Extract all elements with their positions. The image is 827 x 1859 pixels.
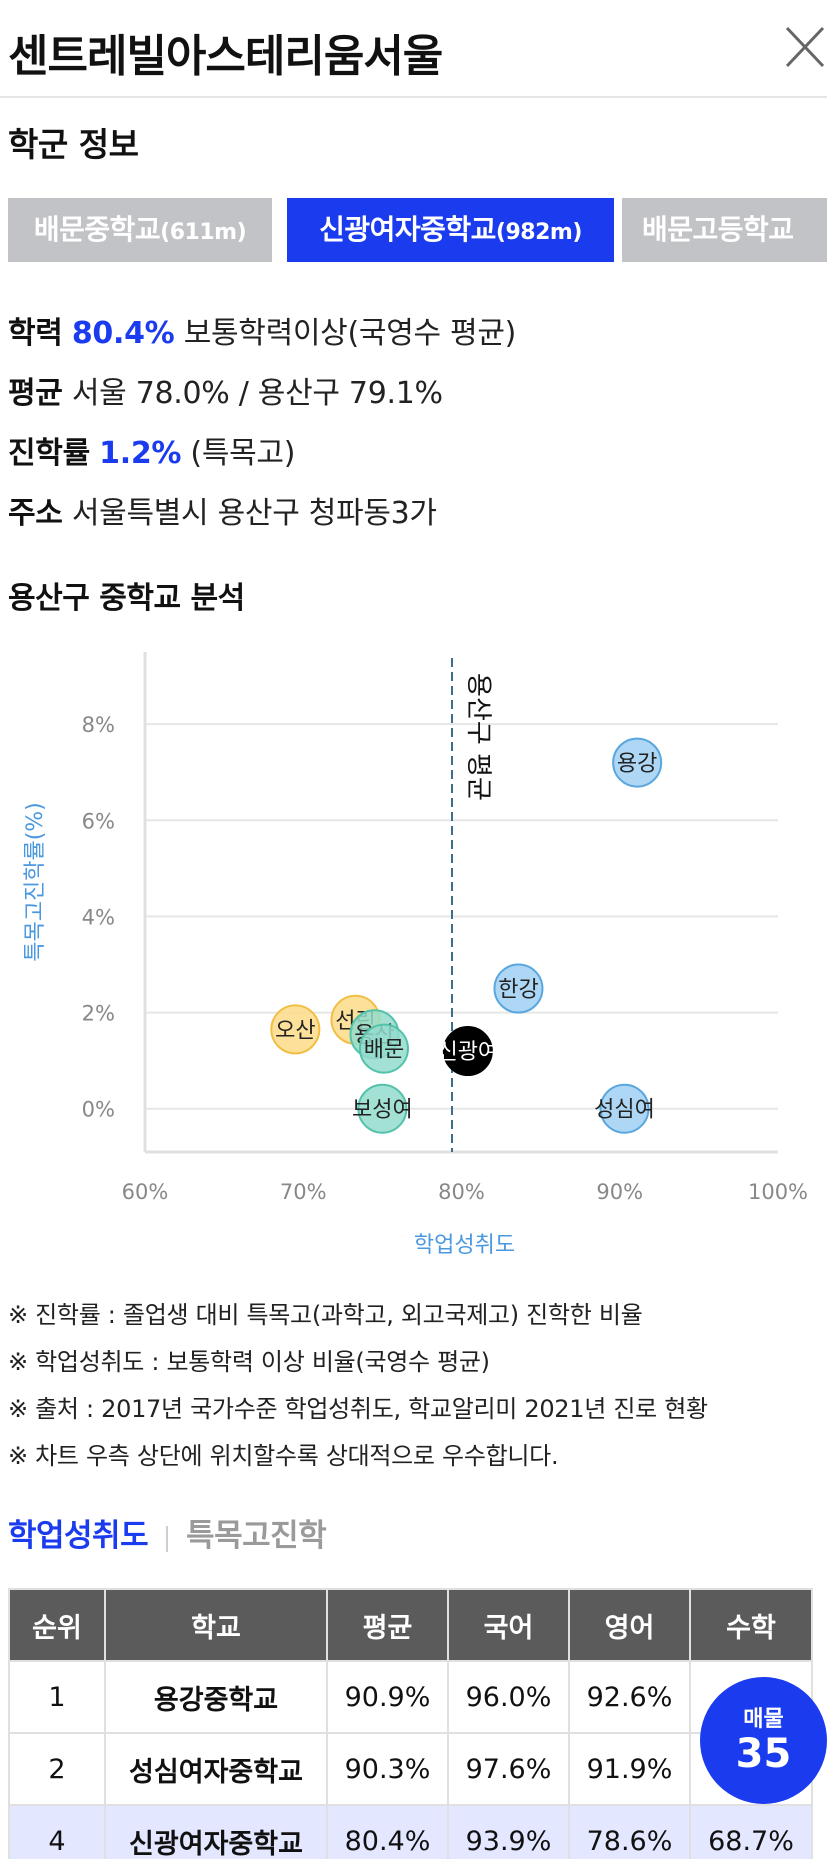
x-tick-label: 60% — [122, 1180, 169, 1204]
fab-count: 35 — [735, 1731, 792, 1777]
info-average: 평균 서울 78.0% / 용산구 79.1% — [8, 368, 443, 412]
y-axis-title: 특목고진학률(%) — [23, 802, 48, 962]
reference-line-label: 용산구 평균 — [463, 673, 493, 801]
listings-fab-button[interactable]: 매물 35 — [700, 1677, 827, 1804]
data-point-label: 용강 — [617, 752, 657, 777]
table-cell-rank: 1 — [8, 1660, 106, 1734]
table-cell-korean: 97.6% — [447, 1732, 570, 1806]
table-cell-school: 용강중학교 — [104, 1660, 328, 1734]
advance-value: 1.2% — [99, 436, 182, 471]
info-label: 학력 — [8, 316, 63, 351]
table-header: 국어 — [447, 1588, 570, 1662]
table-cell-korean: 96.0% — [447, 1660, 570, 1734]
ranking-table: 순위 학교 평균 국어 영어 수학 1 용강중학교 90.9% 96.0% 92… — [8, 1588, 813, 1859]
data-point-label: 배문 — [364, 1038, 404, 1063]
data-point-label: 성심여 — [594, 1098, 655, 1123]
table-header: 평균 — [326, 1588, 449, 1662]
table-cell-rank: 2 — [8, 1732, 106, 1806]
tab-school-name: 배문중학교 — [33, 213, 161, 246]
data-point-label: 한강 — [498, 978, 538, 1003]
header: 센트레빌아스테리움서울 — [0, 0, 827, 98]
tab-achievement[interactable]: 학업성취도 — [8, 1518, 149, 1554]
y-tick-label: 2% — [82, 1002, 115, 1026]
close-icon[interactable] — [783, 24, 827, 74]
section-title-school-info: 학군 정보 — [8, 125, 139, 164]
table-cell-rank: 4 — [8, 1804, 106, 1859]
table-cell-avg: 90.9% — [326, 1660, 449, 1734]
tab-school-distance: (611m) — [160, 220, 247, 245]
note-item: ※ 출처 : 2017년 국가수준 학업성취도, 학교알리미 2021년 진로 … — [8, 1395, 708, 1423]
data-point — [358, 1023, 409, 1074]
page-title: 센트레빌아스테리움서울 — [8, 31, 443, 82]
info-label: 평균 — [8, 376, 63, 411]
scatter-chart: 0% 2% 4% 6% 8% 60% 70% 80% 90% 100% 학업성취도 특목고진학률(%)… — [23, 652, 808, 1258]
section-title-analysis: 용산구 중학교 분석 — [8, 581, 245, 616]
x-tick-label: 90% — [596, 1180, 643, 1204]
table-header: 수학 — [689, 1588, 813, 1662]
data-point-label: 보성여 — [352, 1098, 413, 1123]
table-row[interactable]: 1 용강중학교 90.9% 96.0% 92.6% 8 — [8, 1660, 813, 1734]
tab-school-name: 배문고등학교 — [642, 213, 794, 246]
advance-desc: (특목고) — [190, 436, 296, 471]
table-header-row: 순위 학교 평균 국어 영어 수학 — [8, 1588, 813, 1662]
y-tick-label: 4% — [82, 905, 115, 929]
info-advance: 진학률 1.2% (특목고) — [8, 428, 295, 472]
table-cell-math: 68.7% — [689, 1804, 813, 1859]
tab-school-2[interactable]: 신광여자중학교(982m) — [287, 198, 614, 262]
note-item: ※ 진학률 : 졸업생 대비 특목고(과학고, 외고국제고) 진학한 비율 — [8, 1301, 643, 1329]
table-cell-avg: 90.3% — [326, 1732, 449, 1806]
table-cell-english: 78.6% — [568, 1804, 691, 1859]
data-point — [270, 1004, 321, 1055]
note-item: ※ 학업성취도 : 보통학력 이상 비율(국영수 평균) — [8, 1348, 490, 1376]
data-point-label: 신광여 — [437, 1040, 498, 1065]
table-row[interactable]: 2 성심여자중학교 90.3% 97.6% 91.9% — [8, 1732, 813, 1806]
tab-school-name: 신광여자중학교 — [319, 213, 496, 246]
school-tabs: 배문중학교(611m) 신광여자중학교(982m) 배문고등학교 — [8, 198, 827, 262]
table-header: 순위 — [8, 1588, 106, 1662]
info-address: 주소 서울특별시 용산구 청파동3가 — [8, 488, 437, 532]
note-item: ※ 차트 우측 상단에 위치할수록 상대적으로 우수합니다. — [8, 1442, 559, 1470]
table-cell-english: 91.9% — [568, 1732, 691, 1806]
table-cell-avg: 80.4% — [326, 1804, 449, 1859]
data-point — [599, 1083, 650, 1134]
table-cell-english: 92.6% — [568, 1660, 691, 1734]
data-point-label: 오산 — [275, 1018, 315, 1043]
table-cell-korean: 93.9% — [447, 1804, 570, 1859]
data-point — [612, 737, 663, 788]
tab-special-school[interactable]: 특목고진학 — [186, 1518, 327, 1554]
data-point — [442, 1026, 493, 1077]
table-header: 영어 — [568, 1588, 691, 1662]
x-tick-label: 70% — [280, 1180, 327, 1204]
y-tick-label: 0% — [82, 1098, 115, 1122]
address-text: 서울특별시 용산구 청파동3가 — [71, 496, 437, 531]
table-cell-school: 성심여자중학교 — [104, 1732, 328, 1806]
x-axis-title: 학업성취도 — [414, 1233, 515, 1258]
data-point — [493, 963, 544, 1014]
fab-label: 매물 — [743, 1707, 784, 1732]
table-cell-school: 신광여자중학교 — [104, 1804, 328, 1859]
x-tick-label: 80% — [438, 1180, 485, 1204]
y-tick-label: 8% — [82, 713, 115, 737]
table-header: 학교 — [104, 1588, 328, 1662]
info-label: 진학률 — [8, 436, 90, 471]
tab-divider — [166, 1525, 169, 1552]
y-tick-label: 6% — [82, 809, 115, 833]
average-text: 서울 78.0% / 용산구 79.1% — [71, 376, 443, 411]
table-row-highlight[interactable]: 4 신광여자중학교 80.4% 93.9% 78.6% 68.7% — [8, 1804, 813, 1859]
info-label: 주소 — [8, 496, 63, 531]
ranking-tabs: 학업성취도 특목고진학 — [8, 1510, 327, 1560]
x-tick-label: 100% — [748, 1180, 808, 1204]
tab-school-3[interactable]: 배문고등학교 — [622, 198, 827, 262]
achievement-desc: 보통학력이상(국영수 평균) — [183, 316, 517, 351]
data-point — [357, 1083, 408, 1134]
info-achievement: 학력 80.4% 보통학력이상(국영수 평균) — [8, 308, 516, 352]
achievement-value: 80.4% — [71, 316, 175, 351]
tab-school-1[interactable]: 배문중학교(611m) — [8, 198, 272, 262]
tab-school-distance: (982m) — [495, 220, 582, 245]
